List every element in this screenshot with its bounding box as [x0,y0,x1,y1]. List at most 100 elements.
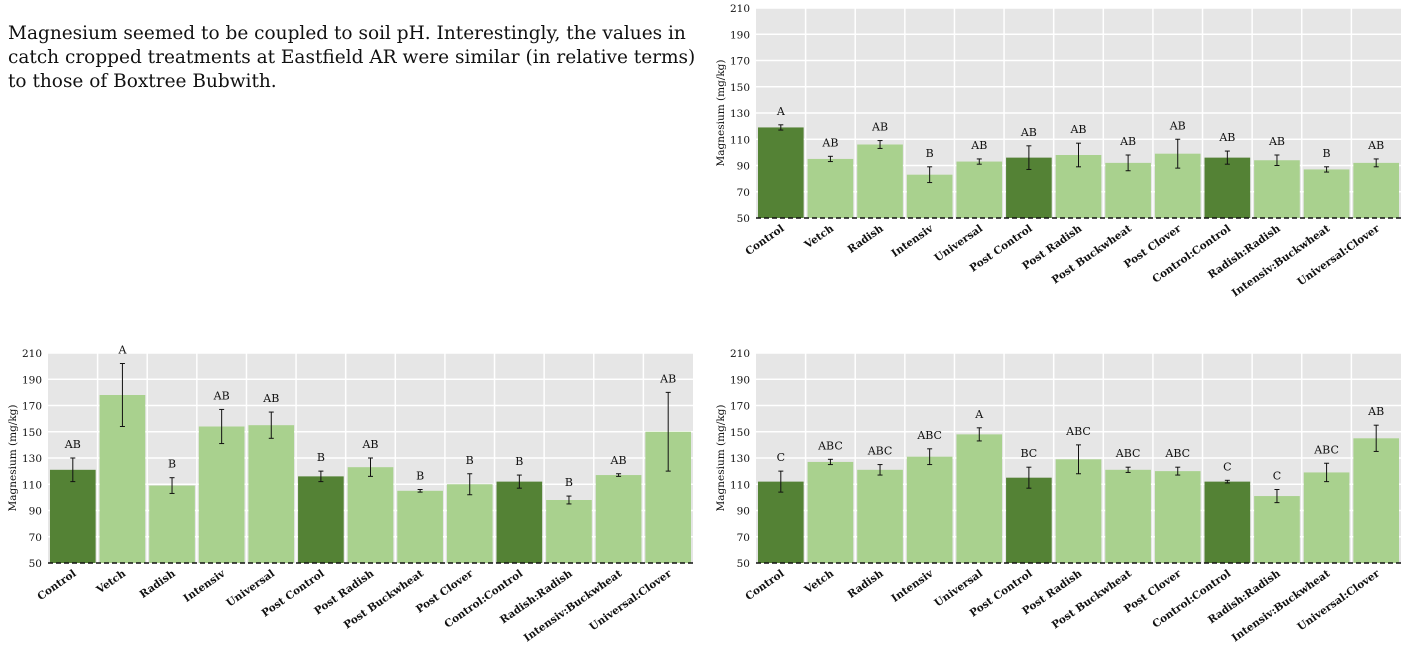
bar-radish-radish [1254,496,1300,563]
bar-post-radish [1055,459,1102,563]
significance-letter: B [1323,147,1331,160]
bar-radish [149,485,195,563]
significance-letter: AB [1268,135,1285,148]
bar-universal [956,161,1003,218]
x-tick-label: Intensiv [889,567,936,605]
x-tick-label: Control [743,223,786,258]
bar-universal [248,425,295,563]
bar-intensiv-buckwheat [1303,472,1350,563]
significance-letter: ABC [1164,447,1190,460]
y-tick-label: 70 [29,532,42,544]
significance-letter: B [317,451,325,464]
bar-post-buckwheat [1105,469,1151,563]
significance-letter: AB [64,438,81,451]
significance-letter: A [776,105,786,118]
y-tick-label: 150 [22,427,42,439]
bar-vetch [807,158,854,218]
significance-letter: BC [1021,447,1038,460]
significance-letter: AB [1367,405,1384,418]
significance-letter: ABC [1313,443,1339,456]
y-axis-label: Magnesium (mg/kg) [715,404,727,511]
y-tick-label: 130 [730,453,750,465]
significance-letter: AB [213,389,230,402]
y-tick-label: 90 [737,506,750,518]
bar-universal-clover [1353,162,1400,218]
y-tick-label: 90 [737,161,750,173]
y-tick-label: 50 [737,213,750,225]
bar-post-buckwheat [397,490,443,563]
significance-letter: A [974,408,984,421]
y-axis-label: Magnesium (mg/kg) [7,404,19,511]
y-tick-label: 170 [22,401,42,413]
x-tick-label: Intensiv:Buckwheat [522,568,625,645]
y-tick-label: 70 [737,187,750,199]
x-tick-label: Radish [138,567,178,600]
bar-radish [857,144,903,218]
bar-intensiv-buckwheat [595,475,642,563]
x-tick-label: Universal:Clover [587,567,674,633]
y-tick-label: 210 [22,348,42,360]
bar-radish-radish [1254,160,1300,218]
significance-letter: C [1223,460,1231,473]
y-tick-label: 130 [730,108,750,120]
bar-vetch [807,461,854,563]
significance-letter: AB [610,454,627,467]
significance-letter: B [416,470,424,483]
significance-letter: AB [970,139,987,152]
significance-letter: B [168,458,176,471]
bar-post-buckwheat [1105,162,1151,218]
x-tick-label: Vetch [802,222,837,251]
y-tick-label: 190 [730,374,750,386]
x-tick-label: Control [743,568,786,603]
bar-control-control [1204,481,1251,563]
bar-radish [857,469,903,563]
x-tick-label: Radish [846,567,886,600]
y-tick-label: 50 [737,558,750,570]
bar-intensiv [906,456,953,563]
significance-letter: AB [1069,123,1086,136]
y-tick-label: 110 [22,479,42,491]
significance-letter: C [1273,470,1281,483]
significance-letter: AB [361,438,378,451]
x-tick-label: Radish [846,222,886,255]
x-tick-label: Intensiv [181,567,228,605]
significance-letter: ABC [1065,425,1091,438]
bar-control [49,469,96,563]
bar-universal [956,434,1003,563]
magnesium-chart-bottom-right: 507090110130150170190210CControlABCVetch… [715,348,1401,645]
y-tick-label: 190 [730,29,750,41]
significance-letter: AB [1169,119,1186,132]
significance-letter: AB [1367,139,1384,152]
bar-post-control [298,476,344,563]
x-tick-label: Intensiv:Buckwheat [1230,568,1333,645]
significance-letter: AB [1020,126,1037,139]
bar-post-clover [446,484,493,563]
x-tick-label: Vetch [94,567,129,596]
x-tick-label: Vetch [802,567,837,596]
significance-letter: AB [871,121,888,134]
bar-control [757,127,804,218]
bar-control-control [496,481,543,563]
y-tick-label: 110 [730,479,750,491]
y-tick-label: 130 [22,453,42,465]
magnesium-chart-top: 50 70 90 110 130 150 170 190 210 A Control AB Vetch A… [715,3,1401,300]
significance-letter: B [565,476,573,489]
significance-letter: ABC [867,445,893,458]
bar-post-control [1006,477,1052,563]
x-tick-label: Universal:Clover [1295,222,1382,288]
y-tick-label: 90 [29,506,42,518]
significance-letter: B [926,147,934,160]
significance-letter: ABC [817,439,843,452]
y-tick-label: 190 [22,374,42,386]
bar-intensiv-buckwheat [1303,169,1350,218]
y-tick-label: 210 [730,3,750,15]
x-tick-label: Intensiv:Buckwheat [1230,223,1333,300]
bar-control [757,481,804,563]
y-tick-label: 50 [29,558,42,570]
bar-post-radish [347,467,394,563]
y-tick-label: 210 [730,348,750,360]
x-tick-label: Intensiv [889,222,936,260]
x-tick-label: Universal:Clover [1295,567,1382,633]
significance-letter: AB [1218,131,1235,144]
bar-control-control [1204,157,1251,218]
